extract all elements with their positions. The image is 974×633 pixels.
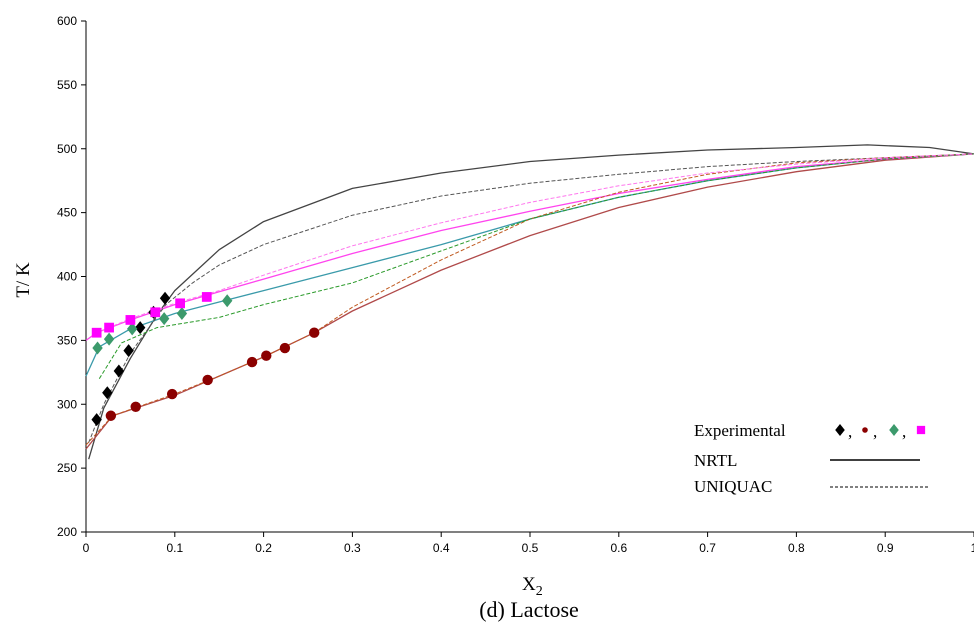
y-tick-label: 350 (57, 333, 77, 347)
legend-separator: , (848, 422, 852, 441)
x-tick-label: 0.8 (788, 541, 805, 555)
experimental-point (309, 327, 320, 338)
y-tick-label: 250 (57, 461, 77, 475)
x-tick-label: 0.1 (166, 541, 183, 555)
experimental-markers (91, 291, 320, 427)
legend-experimental-label: Experimental (694, 421, 786, 440)
legend-separator: , (902, 422, 906, 441)
uniquac-curve (98, 153, 974, 379)
uniquac-curve (88, 153, 974, 443)
legend: Experimental ,,, NRTL UNIQUAC (694, 421, 928, 496)
x-tick-label: 0.7 (699, 541, 716, 555)
experimental-point (103, 332, 115, 346)
x-tick-label: 0.6 (610, 541, 627, 555)
x-tick-label: 0.5 (522, 541, 539, 555)
experimental-point (835, 424, 845, 436)
y-tick-label: 550 (57, 78, 77, 92)
experimental-point (221, 294, 233, 308)
x-axis-label: X2 (522, 574, 543, 599)
experimental-point (889, 424, 899, 436)
y-tick-label: 600 (57, 14, 77, 28)
experimental-point (105, 410, 117, 421)
x-tick-label: 0.9 (877, 541, 894, 555)
x-tick-label: 0.2 (255, 541, 272, 555)
x-axis-label-subscript: 2 (536, 584, 543, 599)
x-tick-label: 0.3 (344, 541, 361, 555)
model-curves (85, 144, 974, 460)
experimental-point (91, 327, 102, 338)
experimental-point (125, 315, 136, 325)
y-tick-label: 500 (57, 142, 77, 156)
x-axis-label-main: X (522, 574, 536, 595)
x-tick-label: 1 (971, 541, 974, 555)
legend-nrtl-label: NRTL (694, 451, 737, 470)
experimental-point (158, 312, 170, 326)
experimental-point (862, 427, 868, 433)
axes: 200 250 300 350 400 450 500 550 600 0 0.1 0.2 0.3 0.4… (57, 14, 974, 555)
y-tick-label: 450 (57, 206, 77, 220)
experimental-point (104, 322, 114, 333)
x-tick-label: 0 (83, 541, 90, 555)
nrtl-curve (88, 144, 974, 460)
experimental-point (202, 374, 213, 386)
nrtl-curve (85, 153, 974, 341)
nrtl-curve (85, 153, 974, 450)
experimental-point (159, 291, 171, 305)
experimental-point (130, 401, 141, 413)
experimental-point (246, 356, 258, 368)
y-tick-label: 400 (57, 270, 77, 284)
experimental-point (126, 322, 138, 336)
experimental-point (113, 364, 125, 378)
chart-caption: (d) Lactose (479, 597, 579, 622)
experimental-point (279, 342, 291, 354)
legend-experimental-markers: ,,, (835, 422, 926, 441)
y-axis-label: T/ K (13, 262, 34, 298)
experimental-point (102, 386, 113, 400)
experimental-point (176, 307, 188, 321)
experimental-point (166, 388, 178, 400)
uniquac-curve (96, 153, 974, 334)
experimental-point (123, 344, 134, 358)
experimental-point (201, 292, 212, 302)
y-tick-label: 200 (57, 525, 77, 539)
experimental-point (150, 307, 161, 318)
legend-uniquac-label: UNIQUAC (694, 477, 772, 496)
experimental-point (134, 321, 146, 335)
experimental-point (916, 425, 926, 435)
uniquac-curve (85, 153, 974, 446)
legend-separator: , (873, 422, 877, 441)
x-tick-label: 0.4 (433, 541, 450, 555)
experimental-point (261, 350, 272, 361)
experimental-point (92, 341, 103, 355)
y-tick-label: 300 (57, 397, 77, 411)
experimental-point (91, 413, 102, 427)
experimental-point (175, 298, 186, 309)
